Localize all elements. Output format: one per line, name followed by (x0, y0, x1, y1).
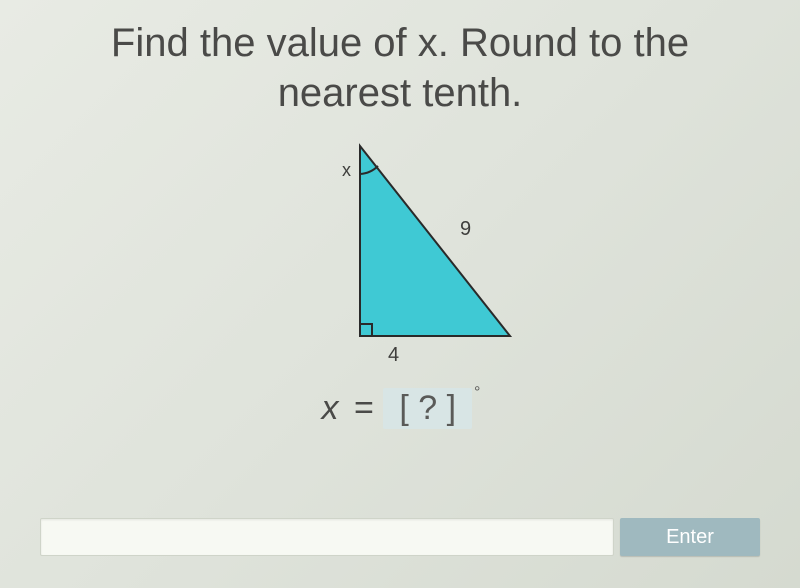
answer-placeholder-box: ? (383, 388, 472, 429)
enter-button[interactable]: Enter (620, 518, 760, 556)
equation: x = ?° (0, 388, 800, 429)
question-line-2: nearest tenth. (278, 71, 523, 115)
angle-label-x: x (342, 160, 351, 181)
figure-container: x 9 4 (0, 136, 800, 376)
hypotenuse-label: 9 (460, 218, 471, 241)
answer-placeholder: ? (418, 389, 437, 427)
answer-row: Enter (40, 518, 760, 558)
base-label: 4 (388, 344, 399, 367)
equation-lhs: x (322, 389, 339, 427)
question-text: Find the value of x. Round to the neares… (0, 0, 800, 118)
equation-equals: = (354, 389, 374, 427)
triangle-shape (360, 146, 510, 336)
triangle-figure: x 9 4 (270, 136, 530, 376)
question-line-1: Find the value of x. Round to the (111, 21, 689, 65)
answer-input[interactable] (40, 518, 614, 556)
degree-symbol: ° (474, 384, 480, 401)
